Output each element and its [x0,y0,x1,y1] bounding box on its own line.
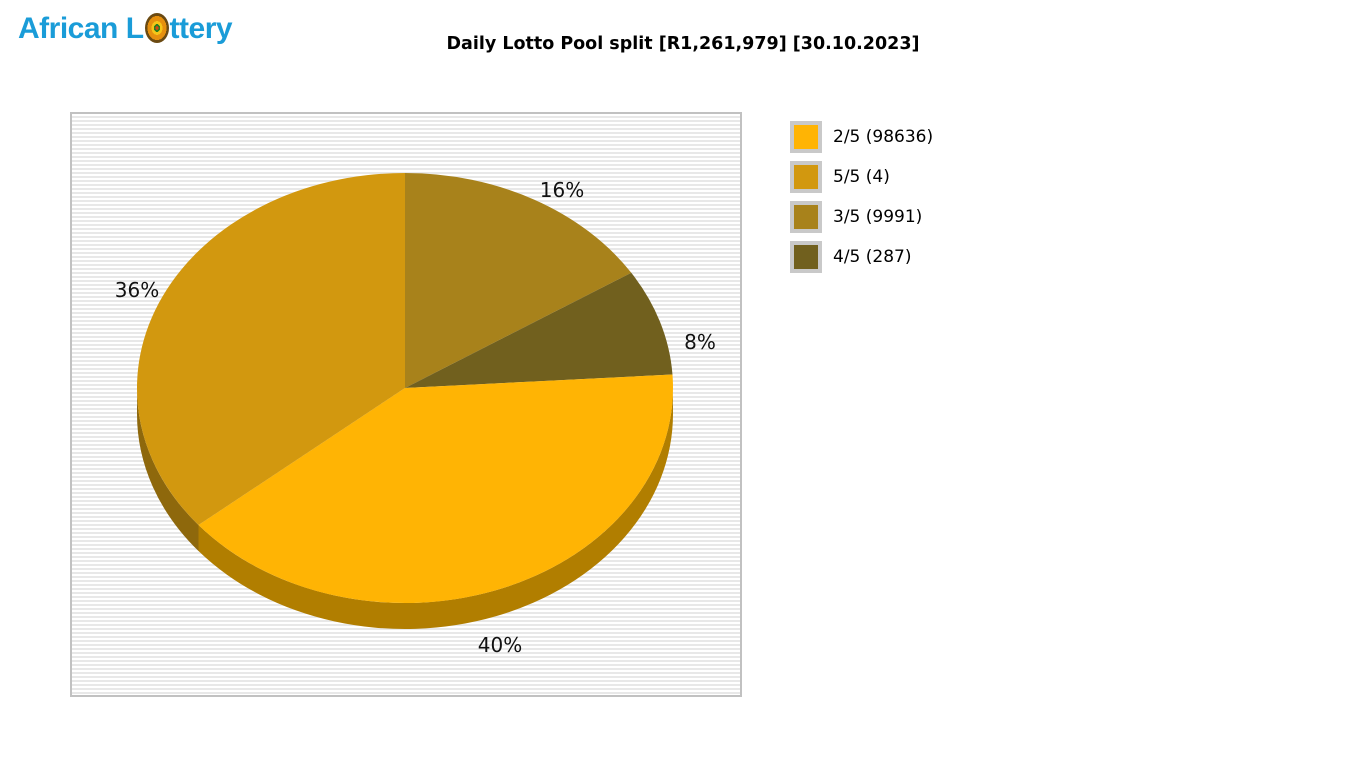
pie-slice-side-2-5 [198,388,673,629]
app-logo: African L ttery [18,12,233,46]
legend-swatch [790,201,822,233]
pie-slice-4-5 [405,272,673,388]
logo-text-right: ttery [169,12,233,45]
lottery-ball-icon [144,13,169,43]
legend-swatch [790,241,822,273]
legend-label: 5/5 (4) [833,167,890,187]
legend-swatch [790,121,822,153]
pie-percent-label: 16% [540,178,584,202]
pie-slice-2-5 [198,374,673,603]
pie-percent-label: 40% [478,633,522,657]
logo-text-left: African L [18,12,144,45]
legend-item: 4/5 (287) [790,241,933,273]
pie-slice-5-5 [137,173,405,526]
legend-swatch [790,161,822,193]
legend-label: 2/5 (98636) [833,127,934,147]
pie-slice-side-5-5 [137,388,199,552]
legend-item: 2/5 (98636) [790,121,933,153]
pie-chart-plot-area: 16% 8% 40% 36% [70,112,742,697]
chart-title: Daily Lotto Pool split [R1,261,979] [30.… [446,34,920,54]
pie-slice-3-5 [405,173,632,388]
pie-percent-label: 8% [684,330,716,354]
legend-item: 5/5 (4) [790,161,933,193]
pie-percent-label: 36% [115,278,159,302]
legend-item: 3/5 (9991) [790,201,933,233]
pie-chart: 16% 8% 40% 36% [115,173,716,657]
legend: 2/5 (98636) 5/5 (4) 3/5 (9991) 4/5 (287) [790,121,933,281]
legend-label: 4/5 (287) [833,247,912,267]
legend-label: 3/5 (9991) [833,207,923,227]
